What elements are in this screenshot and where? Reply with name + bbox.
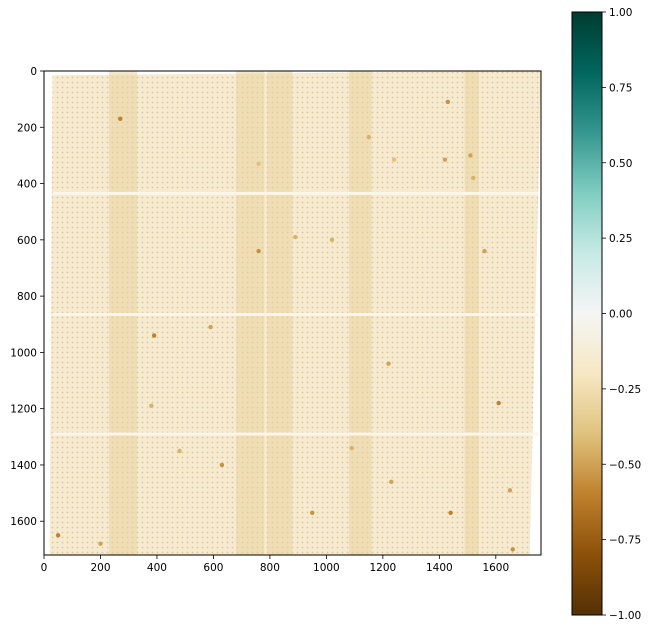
colorbar-tick-label: −0.50 xyxy=(609,459,641,471)
heatmap-spot xyxy=(468,153,473,158)
y-tick-label: 1000 xyxy=(10,347,37,359)
plot-frame xyxy=(43,70,542,556)
heatmap-spot xyxy=(507,488,513,493)
colorbar-tick-label: −0.25 xyxy=(609,384,641,396)
x-tick-label: 0 xyxy=(41,562,48,574)
x-tick-label: 600 xyxy=(203,562,223,574)
x-tick-label: 800 xyxy=(260,562,280,574)
heatmap-spot xyxy=(349,445,355,451)
x-tick-label: 400 xyxy=(147,562,167,574)
heatmap-spot xyxy=(366,134,371,140)
heatmap-spot xyxy=(448,510,453,515)
x-tick-label: 1200 xyxy=(369,562,396,574)
y-tick-label: 400 xyxy=(17,179,37,191)
heatmap-spot xyxy=(256,161,261,167)
heatmap-spot xyxy=(391,157,397,162)
heatmap-spot xyxy=(442,157,448,162)
heatmap-spot xyxy=(496,400,501,406)
heatmap-spot xyxy=(310,510,315,515)
colorbar-tick-label: −0.75 xyxy=(609,535,641,547)
heatmap-spot xyxy=(510,547,515,552)
heatmap-spot xyxy=(151,333,157,338)
y-tick-label: 1400 xyxy=(10,460,37,472)
heatmap-spot xyxy=(293,234,298,240)
colorbar-tick-label: 0.00 xyxy=(609,309,632,321)
colorbar xyxy=(571,11,603,616)
heatmap-spot xyxy=(219,462,225,468)
y-tick-label: 200 xyxy=(17,122,37,134)
y-tick-label: 1600 xyxy=(10,516,37,528)
heatmap-spot xyxy=(149,403,154,409)
y-tick-label: 1200 xyxy=(10,404,37,416)
x-tick-label: 1400 xyxy=(426,562,453,574)
heatmap-spot xyxy=(55,533,61,538)
x-tick-label: 1000 xyxy=(313,562,340,574)
heatmap-spot xyxy=(118,116,123,122)
heatmap-spot xyxy=(389,479,394,485)
colorbar-tick-label: 1.00 xyxy=(609,7,632,19)
colorbar-tick-label: 0.25 xyxy=(609,233,632,245)
colorbar-tick-label: 0.50 xyxy=(609,158,632,170)
heatmap-spot xyxy=(471,175,476,181)
heatmap-spot xyxy=(329,237,335,243)
y-tick-label: 600 xyxy=(17,235,37,247)
heatmap-band-gap xyxy=(52,432,539,436)
x-tick-label: 1600 xyxy=(482,562,509,574)
y-tick-label: 800 xyxy=(17,291,37,303)
heatmap-spot xyxy=(98,541,103,546)
colorbar-tick-label: −1.00 xyxy=(609,610,641,622)
heatmap-spot xyxy=(208,324,213,330)
heatmap-spot xyxy=(445,99,451,105)
x-axis: 0 200 400 600 800 1000 1200 1400 1600 xyxy=(41,555,509,574)
y-axis: 0 200 400 600 800 1000 1200 1400 1600 xyxy=(10,66,44,528)
y-tick-label: 0 xyxy=(30,66,37,78)
colorbar-axis: 1.00 0.75 0.50 0.25 0.00 −0.25 −0.50 −0.75 −1.00 xyxy=(602,7,641,622)
x-tick-label: 200 xyxy=(90,562,110,574)
heatmap-spot xyxy=(177,448,182,454)
heatmap-image xyxy=(49,71,541,555)
heatmap-spot xyxy=(482,248,487,254)
heatmap-spot xyxy=(256,248,261,254)
heatmap-band-gap xyxy=(52,312,539,316)
colorbar-tick-label: 0.75 xyxy=(609,82,632,94)
heatmap-band-gap xyxy=(52,191,539,195)
heatmap-spot xyxy=(386,361,391,366)
